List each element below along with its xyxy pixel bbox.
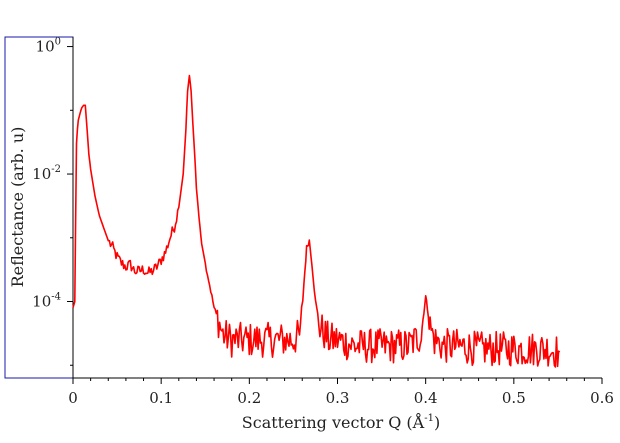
y-tick-label-2: 10-4 [32,292,61,311]
x-tick-label-5: 0.5 [502,389,526,407]
x-axis-label: Scattering vector Q (Å-1) [242,412,440,432]
series-layer [72,74,561,368]
x-tick-label-0: 0 [68,389,78,407]
ticks: 0 0.1 0.2 0.3 0.4 0.5 0.6 100 10-2 10-4 [32,37,614,407]
y-tick-label-0: 100 [36,37,61,56]
y-tick-label-1: 10-2 [32,164,61,183]
x-tick-label-6: 0.6 [590,389,614,407]
y-axis-label: Reflectance (arb. u) [8,127,27,288]
x-tick-label-2: 0.2 [237,389,261,407]
x-tick-label-4: 0.4 [414,389,438,407]
x-tick-label-3: 0.3 [326,389,350,407]
series-line-0 [72,74,561,368]
axes [72,37,602,379]
x-tick-label-1: 0.1 [149,389,173,407]
